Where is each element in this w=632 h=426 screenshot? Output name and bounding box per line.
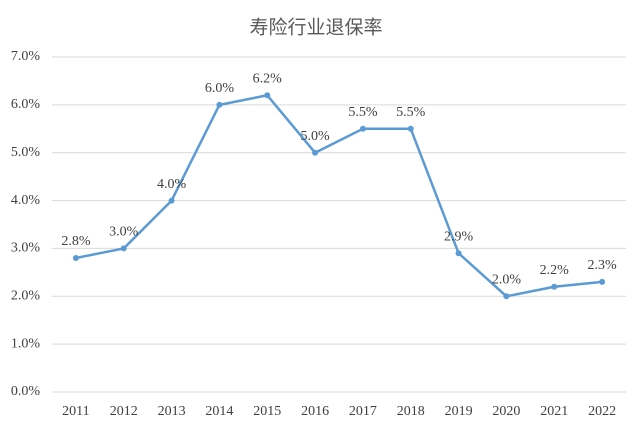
point — [359, 125, 366, 132]
value-label: 2.9% — [444, 229, 474, 244]
point — [551, 283, 558, 290]
y-tick-label: 5.0% — [11, 145, 41, 160]
point — [120, 245, 127, 252]
y-tick-label: 3.0% — [11, 241, 41, 256]
value-label: 6.0% — [205, 81, 235, 96]
point — [455, 250, 462, 257]
point — [407, 125, 414, 132]
x-tick-label: 2019 — [445, 404, 473, 419]
point — [503, 293, 510, 300]
x-tick-label: 2022 — [588, 404, 616, 419]
y-tick-label: 0.0% — [11, 384, 41, 399]
point — [72, 255, 79, 261]
value-label: 3.0% — [109, 225, 139, 240]
x-tick-label: 2016 — [301, 404, 329, 419]
point — [216, 101, 223, 108]
y-tick-label: 1.0% — [11, 336, 41, 351]
chart-title: 寿险行业退保率 — [249, 17, 382, 39]
point — [168, 197, 175, 204]
value-label: 2.2% — [540, 263, 570, 278]
point — [599, 278, 606, 285]
value-label: 2.8% — [61, 234, 91, 249]
x-tick-label: 2011 — [62, 404, 89, 419]
point — [312, 149, 319, 156]
value-label: 4.0% — [157, 177, 187, 192]
x-tick-label: 2018 — [397, 404, 425, 419]
x-tick-label: 2015 — [253, 404, 281, 419]
value-label: 2.3% — [587, 258, 617, 273]
x-tick-label: 2014 — [205, 404, 233, 419]
x-tick-label: 2012 — [110, 404, 138, 419]
y-tick-label: 7.0% — [11, 49, 41, 64]
x-tick-label: 2013 — [158, 404, 186, 419]
value-label: 5.5% — [348, 105, 378, 120]
x-tick-label: 2020 — [492, 404, 520, 419]
y-tick-label: 2.0% — [11, 289, 41, 304]
x-tick-label: 2017 — [349, 404, 377, 419]
value-label: 5.5% — [396, 105, 426, 120]
value-label: 6.2% — [253, 72, 283, 87]
value-label: 2.0% — [492, 273, 522, 288]
value-label: 5.0% — [300, 129, 330, 144]
x-tick-label: 2021 — [540, 404, 568, 419]
line — [75, 94, 603, 298]
point — [264, 92, 271, 99]
y-tick-label: 4.0% — [11, 193, 41, 208]
y-tick-label: 6.0% — [11, 97, 41, 112]
